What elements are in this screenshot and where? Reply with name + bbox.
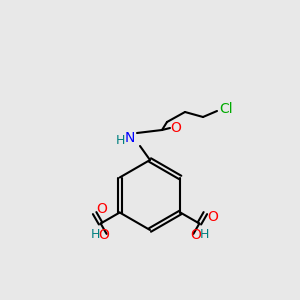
Text: Cl: Cl bbox=[219, 102, 233, 116]
Text: N: N bbox=[125, 131, 135, 145]
Text: H: H bbox=[91, 228, 100, 241]
Text: O: O bbox=[171, 121, 182, 135]
Text: H: H bbox=[115, 134, 125, 146]
Text: O: O bbox=[99, 228, 110, 242]
Text: O: O bbox=[190, 228, 201, 242]
Text: O: O bbox=[207, 210, 218, 224]
Text: H: H bbox=[200, 228, 209, 241]
Text: O: O bbox=[96, 202, 107, 216]
